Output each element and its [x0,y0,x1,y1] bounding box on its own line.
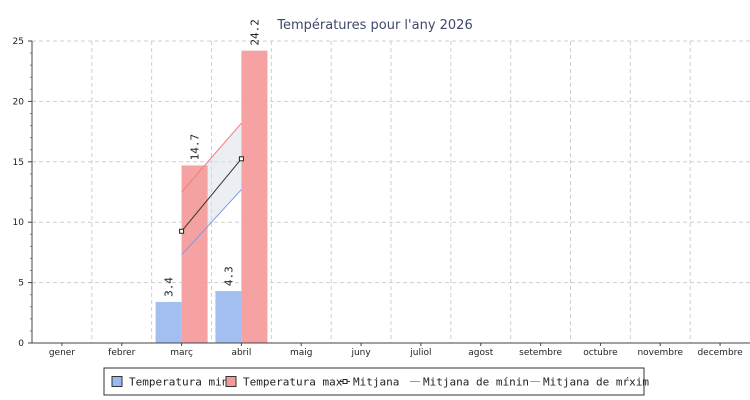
value-labels: 3.4 4.3 14.7 24.2 [163,19,262,297]
x-tick-label: març [170,348,193,358]
y-tick-label: 15 [13,158,24,168]
chart-title: Températures pour l'any 2026 [276,18,472,33]
y-tick-label: 5 [18,279,24,289]
bar-temperatura-max [181,165,208,343]
x-tick-label: octubre [583,348,618,358]
x-tick-label: gener [49,348,75,358]
legend-label: Mitjana [353,376,399,389]
y-tick-label: 0 [18,339,24,349]
lines [179,122,244,256]
y-tick-label: 20 [13,97,25,107]
legend-marker [342,379,348,384]
legend-label: Temperatura max [243,376,343,389]
bar-value-label: 14.7 [189,134,202,161]
y-tick-label: 10 [13,218,25,228]
bar-value-label: 24.2 [248,19,261,46]
axes: 0 5 10 15 20 25 gener febrer març abril maig juny ju… [13,37,750,358]
x-tick-label: juny [350,348,371,358]
bar-value-label: 3.4 [163,277,176,297]
x-tick-label: setembre [519,348,562,358]
mitjana-point [179,228,185,234]
line-mitjana-maxim [181,122,242,193]
legend-label: Mitjana de mínin [423,376,529,389]
line-mitjana [181,158,242,232]
mitjana-point [238,156,244,162]
bar-temperatura-min [155,301,182,343]
bar-temperatura-min [215,291,242,343]
x-tick-label: juliol [409,348,431,358]
x-tick-label: maig [290,348,313,358]
legend-swatch [111,376,123,387]
legend-label: Mitjana de mŕxim [543,376,649,389]
bars [155,50,268,343]
x-tick-label: agost [468,348,493,358]
x-tick-label: decembre [697,348,743,358]
legend-box [103,367,645,396]
legend-label: Temperatura min [129,376,228,389]
bar-value-label: 4.3 [222,266,235,286]
legend-swatch [225,376,237,387]
bar-temperatura-max [241,50,268,343]
grid [32,40,750,343]
y-tick-label: 25 [13,37,24,47]
legend: Temperatura min Temperatura max Mitjana Mit… [103,367,649,396]
x-tick-label: abril [231,348,251,358]
x-tick-label: febrer [108,348,135,358]
x-tick-label: novembre [637,348,683,358]
line-mitjana-minim [181,189,242,256]
